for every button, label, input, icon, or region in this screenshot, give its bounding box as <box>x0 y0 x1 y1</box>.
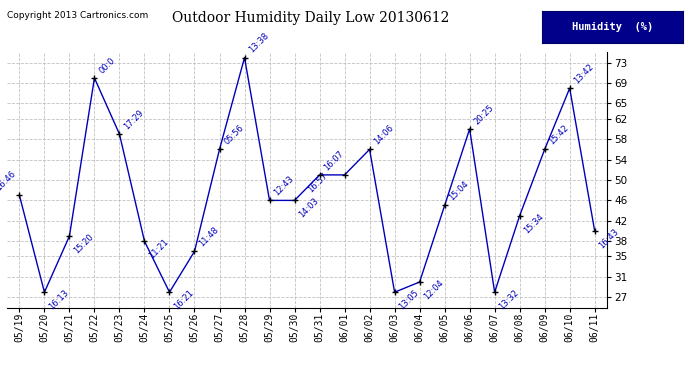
Text: Outdoor Humidity Daily Low 20130612: Outdoor Humidity Daily Low 20130612 <box>172 11 449 25</box>
Text: 14:06: 14:06 <box>373 123 395 147</box>
Text: Copyright 2013 Cartronics.com: Copyright 2013 Cartronics.com <box>7 11 148 20</box>
Text: 17:29: 17:29 <box>122 108 146 131</box>
Text: 16:57: 16:57 <box>306 171 329 194</box>
Text: 12:43: 12:43 <box>273 174 295 198</box>
Text: 14:03: 14:03 <box>297 196 321 220</box>
Text: 13:32: 13:32 <box>497 288 521 312</box>
Text: Humidity  (%): Humidity (%) <box>572 22 653 32</box>
Text: 11:21: 11:21 <box>147 237 170 261</box>
Text: 20:25: 20:25 <box>473 103 495 126</box>
Text: 15:34: 15:34 <box>522 212 546 235</box>
Text: 16:07: 16:07 <box>322 149 346 172</box>
Text: 16:43: 16:43 <box>598 227 621 251</box>
Text: 15:42: 15:42 <box>547 123 571 147</box>
Text: 13:42: 13:42 <box>573 62 595 86</box>
Text: 16:21: 16:21 <box>172 288 195 312</box>
Text: 13:05: 13:05 <box>397 288 421 312</box>
Text: 16:46: 16:46 <box>0 169 18 192</box>
Text: 15:04: 15:04 <box>447 180 471 203</box>
Text: 00:0: 00:0 <box>97 56 117 75</box>
Text: 11:48: 11:48 <box>197 225 221 249</box>
Text: 05:56: 05:56 <box>222 123 246 147</box>
Text: 16:13: 16:13 <box>47 288 70 312</box>
Text: 13:38: 13:38 <box>247 32 270 55</box>
Text: 12:04: 12:04 <box>422 278 446 302</box>
Text: 15:20: 15:20 <box>72 232 95 255</box>
